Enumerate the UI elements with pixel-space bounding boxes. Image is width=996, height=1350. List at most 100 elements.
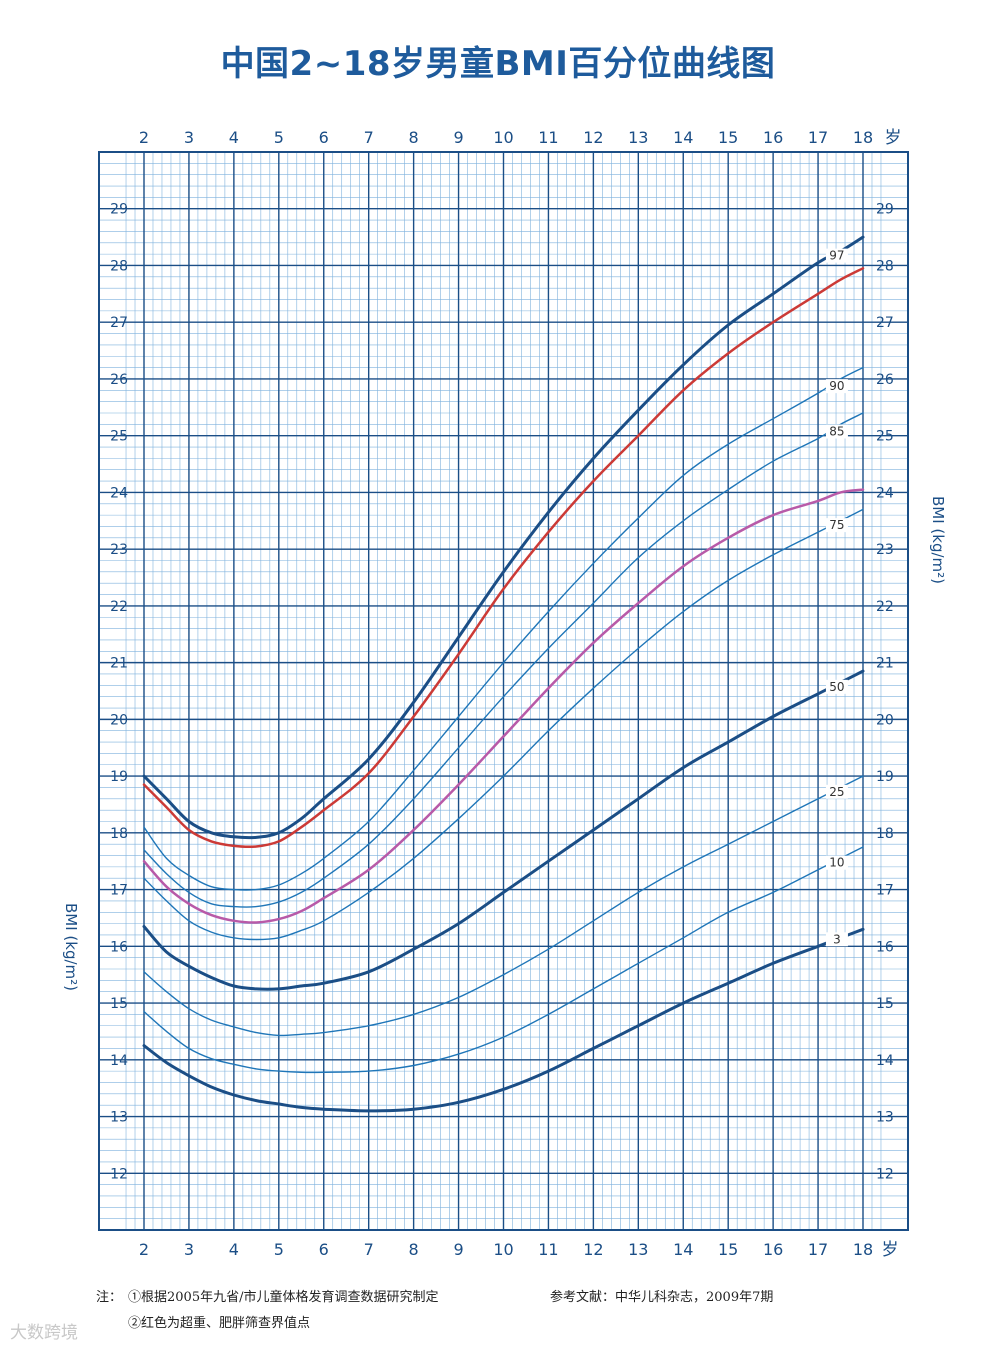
percentile-curve-25 [143,775,864,1037]
y-tick-label-right: 19 [876,769,894,785]
y-tick-label-right: 27 [876,315,894,331]
percentile-curves [142,235,865,1113]
percentile-label-bg [825,518,848,533]
x-tick-label-top: 15 [718,128,738,147]
percentile-label-50: 50 [829,680,844,694]
y-tick-label-left: 20 [110,712,128,728]
x-tick-label-top: 8 [409,128,419,147]
x-tick-label-bottom: 13 [628,1240,648,1259]
watermark: 大数跨境 [10,1323,78,1343]
y-tick-label-left: 16 [110,939,128,955]
percentile-curve-85 [143,412,864,908]
x-tick-label-top: 9 [453,128,463,147]
x-tick-label-bottom: 15 [718,1240,738,1259]
x-tick-label-top: 7 [364,128,374,147]
x-tick-label-top: 11 [538,128,558,147]
x-tick-label-top: 5 [274,128,284,147]
y-tick-label-left: 29 [110,202,128,218]
y-tick-label-right: 17 [876,883,894,899]
percentile-label-25: 25 [829,785,844,799]
x-axis-unit-top: 岁 [885,128,902,148]
x-tick-label-bottom: 16 [763,1240,783,1259]
x-tick-label-top: 6 [319,128,329,147]
x-tick-label-bottom: 18 [853,1240,873,1259]
x-tick-label-bottom: 4 [229,1240,239,1259]
x-tick-label-top: 14 [673,128,693,147]
x-axis-bottom-ticks: 2 3 4 5 6 7 8 9 10 11 12 13 14 15 16 17 18 岁 [139,1240,899,1260]
percentile-label-bg [825,679,848,694]
y-tick-label-left: 15 [110,996,128,1012]
y-tick-label-left: 25 [110,429,128,445]
x-axis-unit-bottom: 岁 [882,1240,899,1260]
x-tick-label-top: 12 [583,128,603,147]
x-tick-label-bottom: 8 [409,1240,419,1259]
chart-title: 中国2~18岁男童BMI百分位曲线图 [220,44,776,84]
percentile-label-bg [825,932,848,947]
x-axis-top-ticks: 2 3 4 5 6 7 8 9 10 11 12 13 14 15 16 17 18 岁 [139,128,902,148]
x-tick-label-bottom: 5 [274,1240,284,1259]
y-tick-label-left: 18 [110,826,128,842]
y-tick-label-left: 26 [110,372,128,388]
percentile-labels: 97 90 85 75 50 25 10 3 [825,248,848,947]
x-tick-label-top: 16 [763,128,783,147]
y-tick-label-right: 12 [876,1166,894,1182]
percentile-label-90: 90 [829,379,844,393]
x-tick-label-top: 2 [139,128,149,147]
percentile-curve-10 [143,846,864,1074]
y-tick-label-right: 14 [876,1053,894,1069]
y-tick-label-right: 16 [876,939,894,955]
note-source: ①根据2005年九省/市儿童体格发育调查数据研究制定 [128,1290,439,1305]
notes-prefix: 注： [96,1290,123,1305]
y-tick-label-left: 28 [110,258,128,274]
x-tick-label-bottom: 10 [493,1240,513,1259]
y-axis-label-right: BMI (kg/m²) [929,496,947,584]
y-tick-label-left: 27 [110,315,128,331]
y-tick-label-right: 26 [876,372,894,388]
y-tick-label-left: 24 [110,485,128,501]
percentile-curve-75 [143,508,864,941]
y-axis-right-ticks: 12 13 14 15 16 17 18 19 20 21 22 23 24 25 26 27 28 29 [876,202,894,1183]
percentile-curve-3 [142,927,865,1113]
y-tick-label-right: 25 [876,429,894,445]
y-tick-label-right: 22 [876,599,894,615]
x-tick-label-bottom: 7 [364,1240,374,1259]
x-tick-label-bottom: 3 [184,1240,194,1259]
percentile-label-3: 3 [833,932,841,946]
y-tick-label-left: 13 [110,1110,128,1126]
y-tick-label-right: 29 [876,202,894,218]
x-tick-label-bottom: 2 [139,1240,149,1259]
x-tick-label-top: 3 [184,128,194,147]
y-tick-label-right: 21 [876,656,894,672]
percentile-label-97: 97 [829,249,844,263]
percentile-label-bg [825,248,848,263]
y-tick-label-right: 28 [876,258,894,274]
y-tick-label-right: 20 [876,712,894,728]
x-tick-label-bottom: 9 [453,1240,463,1259]
percentile-label-bg [825,424,848,439]
x-tick-label-top: 10 [493,128,513,147]
note-red-line: ②红色为超重、肥胖筛查界值点 [128,1316,311,1331]
x-tick-label-bottom: 12 [583,1240,603,1259]
percentile-label-85: 85 [829,425,844,439]
x-tick-label-top: 13 [628,128,648,147]
x-tick-label-bottom: 17 [808,1240,828,1259]
percentile-label-10: 10 [829,856,844,870]
percentile-curve-screening-4 [142,488,865,924]
percentile-label-bg [825,784,848,799]
y-tick-label-left: 21 [110,656,128,672]
x-tick-label-top: 4 [229,128,239,147]
y-axis-label-left: BMI (kg/m²) [62,903,80,991]
percentile-label-bg [825,379,848,394]
plot-frame [98,151,909,1231]
y-tick-label-left: 14 [110,1053,128,1069]
y-tick-label-left: 23 [110,542,128,558]
percentile-curve-50 [142,669,865,991]
note-reference: 参考文献：中华儿科杂志，2009年7期 [550,1290,774,1305]
y-axis-left-ticks: 12 13 14 15 16 17 18 19 20 21 22 23 24 25 26 27 28 29 [110,202,128,1183]
x-tick-label-bottom: 11 [538,1240,558,1259]
percentile-curve-90 [143,366,864,891]
y-tick-label-right: 18 [876,826,894,842]
percentile-label-75: 75 [829,518,844,532]
x-tick-label-top: 17 [808,128,828,147]
